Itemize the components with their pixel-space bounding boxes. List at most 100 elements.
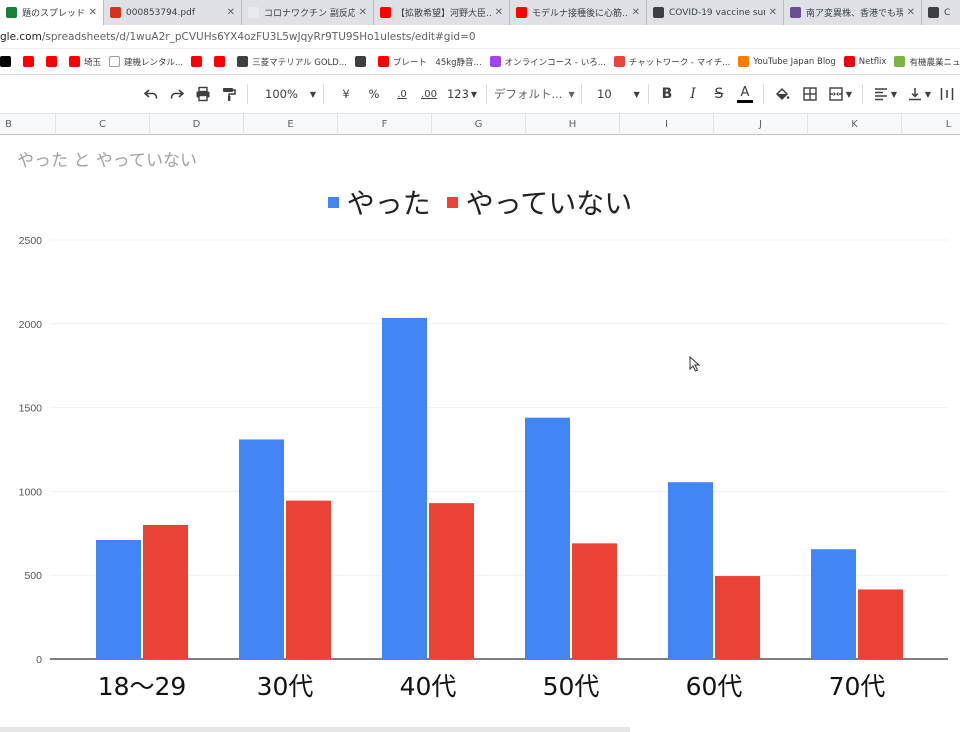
horizontal-align-icon[interactable]: ▼ [870,82,900,106]
legend-item: やった [327,182,431,222]
bookmark-item[interactable]: 埼玉 [69,56,101,68]
browser-tab[interactable]: C [922,0,960,25]
currency-format-button[interactable]: ¥ [337,82,355,106]
text-color-swatch [737,99,753,103]
browser-tab[interactable]: 【拡散希望】河野大臣... ✕ [374,0,510,25]
bookmark-item[interactable] [46,56,61,67]
bar-yatta-2[interactable] [382,317,427,659]
italic-button[interactable]: I [682,82,704,106]
x-category-label: 18〜29 [98,672,187,701]
tab-title: 【拡散希望】河野大臣... [396,9,491,19]
chevron-down-icon: ▼ [845,89,853,99]
bookmark-item[interactable] [214,56,229,67]
paint-format-icon[interactable] [218,82,240,106]
browser-tab[interactable]: COVID-19 vaccine sur ✕ [647,0,784,25]
bookmark-item[interactable]: プレート 45kg静音... [377,56,482,68]
tab-title: 題のスプレッドシート - [22,9,85,19]
number-format-select[interactable]: 123 ▼ [445,82,479,106]
bookmark-item[interactable] [191,56,206,67]
bookmark-item[interactable]: Netflix [843,56,886,67]
vertical-align-icon[interactable]: ▼ [904,82,934,106]
toolbar-divider [581,84,582,104]
x-category-label: 50代 [543,672,600,701]
borders-icon[interactable] [799,82,821,106]
bookmark-item[interactable] [354,56,370,67]
tab-close-icon[interactable]: ✕ [906,7,915,18]
embedded-chart[interactable]: やった と やっていない やった やっていない 0 500 1000 1500 2000 2… [0,135,960,732]
tab-close-icon[interactable]: ✕ [358,7,367,18]
bar-yatta-1[interactable] [239,439,284,659]
bookmark-item[interactable] [0,56,15,67]
tab-favicon-icon [110,7,121,18]
browser-tab[interactable]: モデルナ接種後に心筋... ✕ [510,0,647,25]
column-header-H[interactable]: H [526,114,620,135]
bar-yatta-4[interactable] [668,482,713,659]
legend-label: やった [346,187,431,220]
tab-close-icon[interactable]: ✕ [768,7,777,18]
bookmark-item[interactable]: チャットワーク - マイチ... [613,56,730,68]
toolbar-divider [247,84,248,104]
bar-yatteinai-1[interactable] [286,500,331,659]
bar-yatta-0[interactable] [96,540,141,659]
bookmark-item[interactable]: 三菱マテリアル GOLD... [237,56,347,68]
bookmark-item[interactable]: オンラインコース - いろ... [489,56,606,68]
browser-tab[interactable]: 南ア変異株、香港でも現 ✕ [784,0,922,25]
text-color-button[interactable]: A [734,82,756,106]
print-icon[interactable] [192,82,214,106]
column-header-D[interactable]: D [150,114,244,135]
zoom-select[interactable]: 100% ▼ [265,82,316,106]
bar-yatteinai-5[interactable] [858,589,903,659]
column-header-C[interactable]: C [56,114,150,135]
browser-tab[interactable]: 題のスプレッドシート -✕ [0,0,104,25]
column-header-E[interactable]: E [244,114,338,135]
toolbar-divider [763,84,764,104]
tab-close-icon[interactable]: ✕ [631,7,640,18]
bar-yatteinai-0[interactable] [143,524,188,659]
font-family-select[interactable]: デフォルト... ▼ [494,82,575,106]
fill-color-icon[interactable] [771,82,793,106]
chevron-down-icon: ▼ [924,89,932,99]
bookmark-item[interactable] [23,56,38,67]
font-size-select[interactable]: 10 ▼ [589,82,641,106]
bookmark-favicon-icon [237,56,249,67]
bookmark-item[interactable]: 建機レンタル... [109,56,183,68]
bar-yatteinai-2[interactable] [429,503,474,659]
address-bar[interactable]: gle.com /spreadsheets/d/1wuA2r_pCVUHs6YX… [0,25,960,49]
tab-favicon-icon [928,7,939,18]
bookmark-favicon-icon [613,56,625,67]
column-header-L[interactable]: L [902,114,960,135]
redo-icon[interactable] [166,82,188,106]
bookmark-item[interactable]: YouTube Japan Blog [738,56,836,67]
bar-yatteinai-3[interactable] [572,543,617,659]
percent-format-button[interactable]: % [365,82,383,106]
bookmark-item[interactable]: 有機農業ニュースクリ... [894,56,960,68]
tab-close-icon[interactable]: ✕ [494,7,503,18]
bookmark-favicon-icon [23,56,34,67]
column-header-F[interactable]: F [338,114,432,135]
decrease-decimal-button[interactable]: .0 [391,82,413,106]
strikethrough-button[interactable]: S [708,82,730,106]
bar-yatteinai-4[interactable] [715,576,760,659]
bold-button[interactable]: B [656,82,678,106]
column-header-B[interactable]: B [0,114,56,135]
tab-close-icon[interactable]: ✕ [226,7,235,18]
horizontal-scrollbar[interactable] [0,727,630,732]
bar-yatta-5[interactable] [811,549,856,659]
currency-label: ¥ [342,87,350,101]
bar-yatta-3[interactable] [525,417,570,659]
column-header-G[interactable]: G [432,114,526,135]
undo-icon[interactable] [140,82,162,106]
text-wrap-icon[interactable] [938,82,956,106]
increase-decimal-button[interactable]: .00 [417,82,441,106]
tab-title: コロナワクチン 副反応デ- [264,9,355,19]
column-header-J[interactable]: J [714,114,808,135]
column-header-I[interactable]: I [620,114,714,135]
browser-tab[interactable]: 000853794.pdf ✕ [104,0,242,25]
browser-tab[interactable]: コロナワクチン 副反応デ-✕ [242,0,374,25]
toolbar-divider [486,84,487,104]
column-header-K[interactable]: K [808,114,902,135]
merge-cells-icon[interactable]: ▼ [825,82,855,106]
tab-close-icon[interactable]: ✕ [88,7,97,18]
bookmark-label: 建機レンタル... [124,57,184,68]
bookmark-favicon-icon [738,56,750,67]
